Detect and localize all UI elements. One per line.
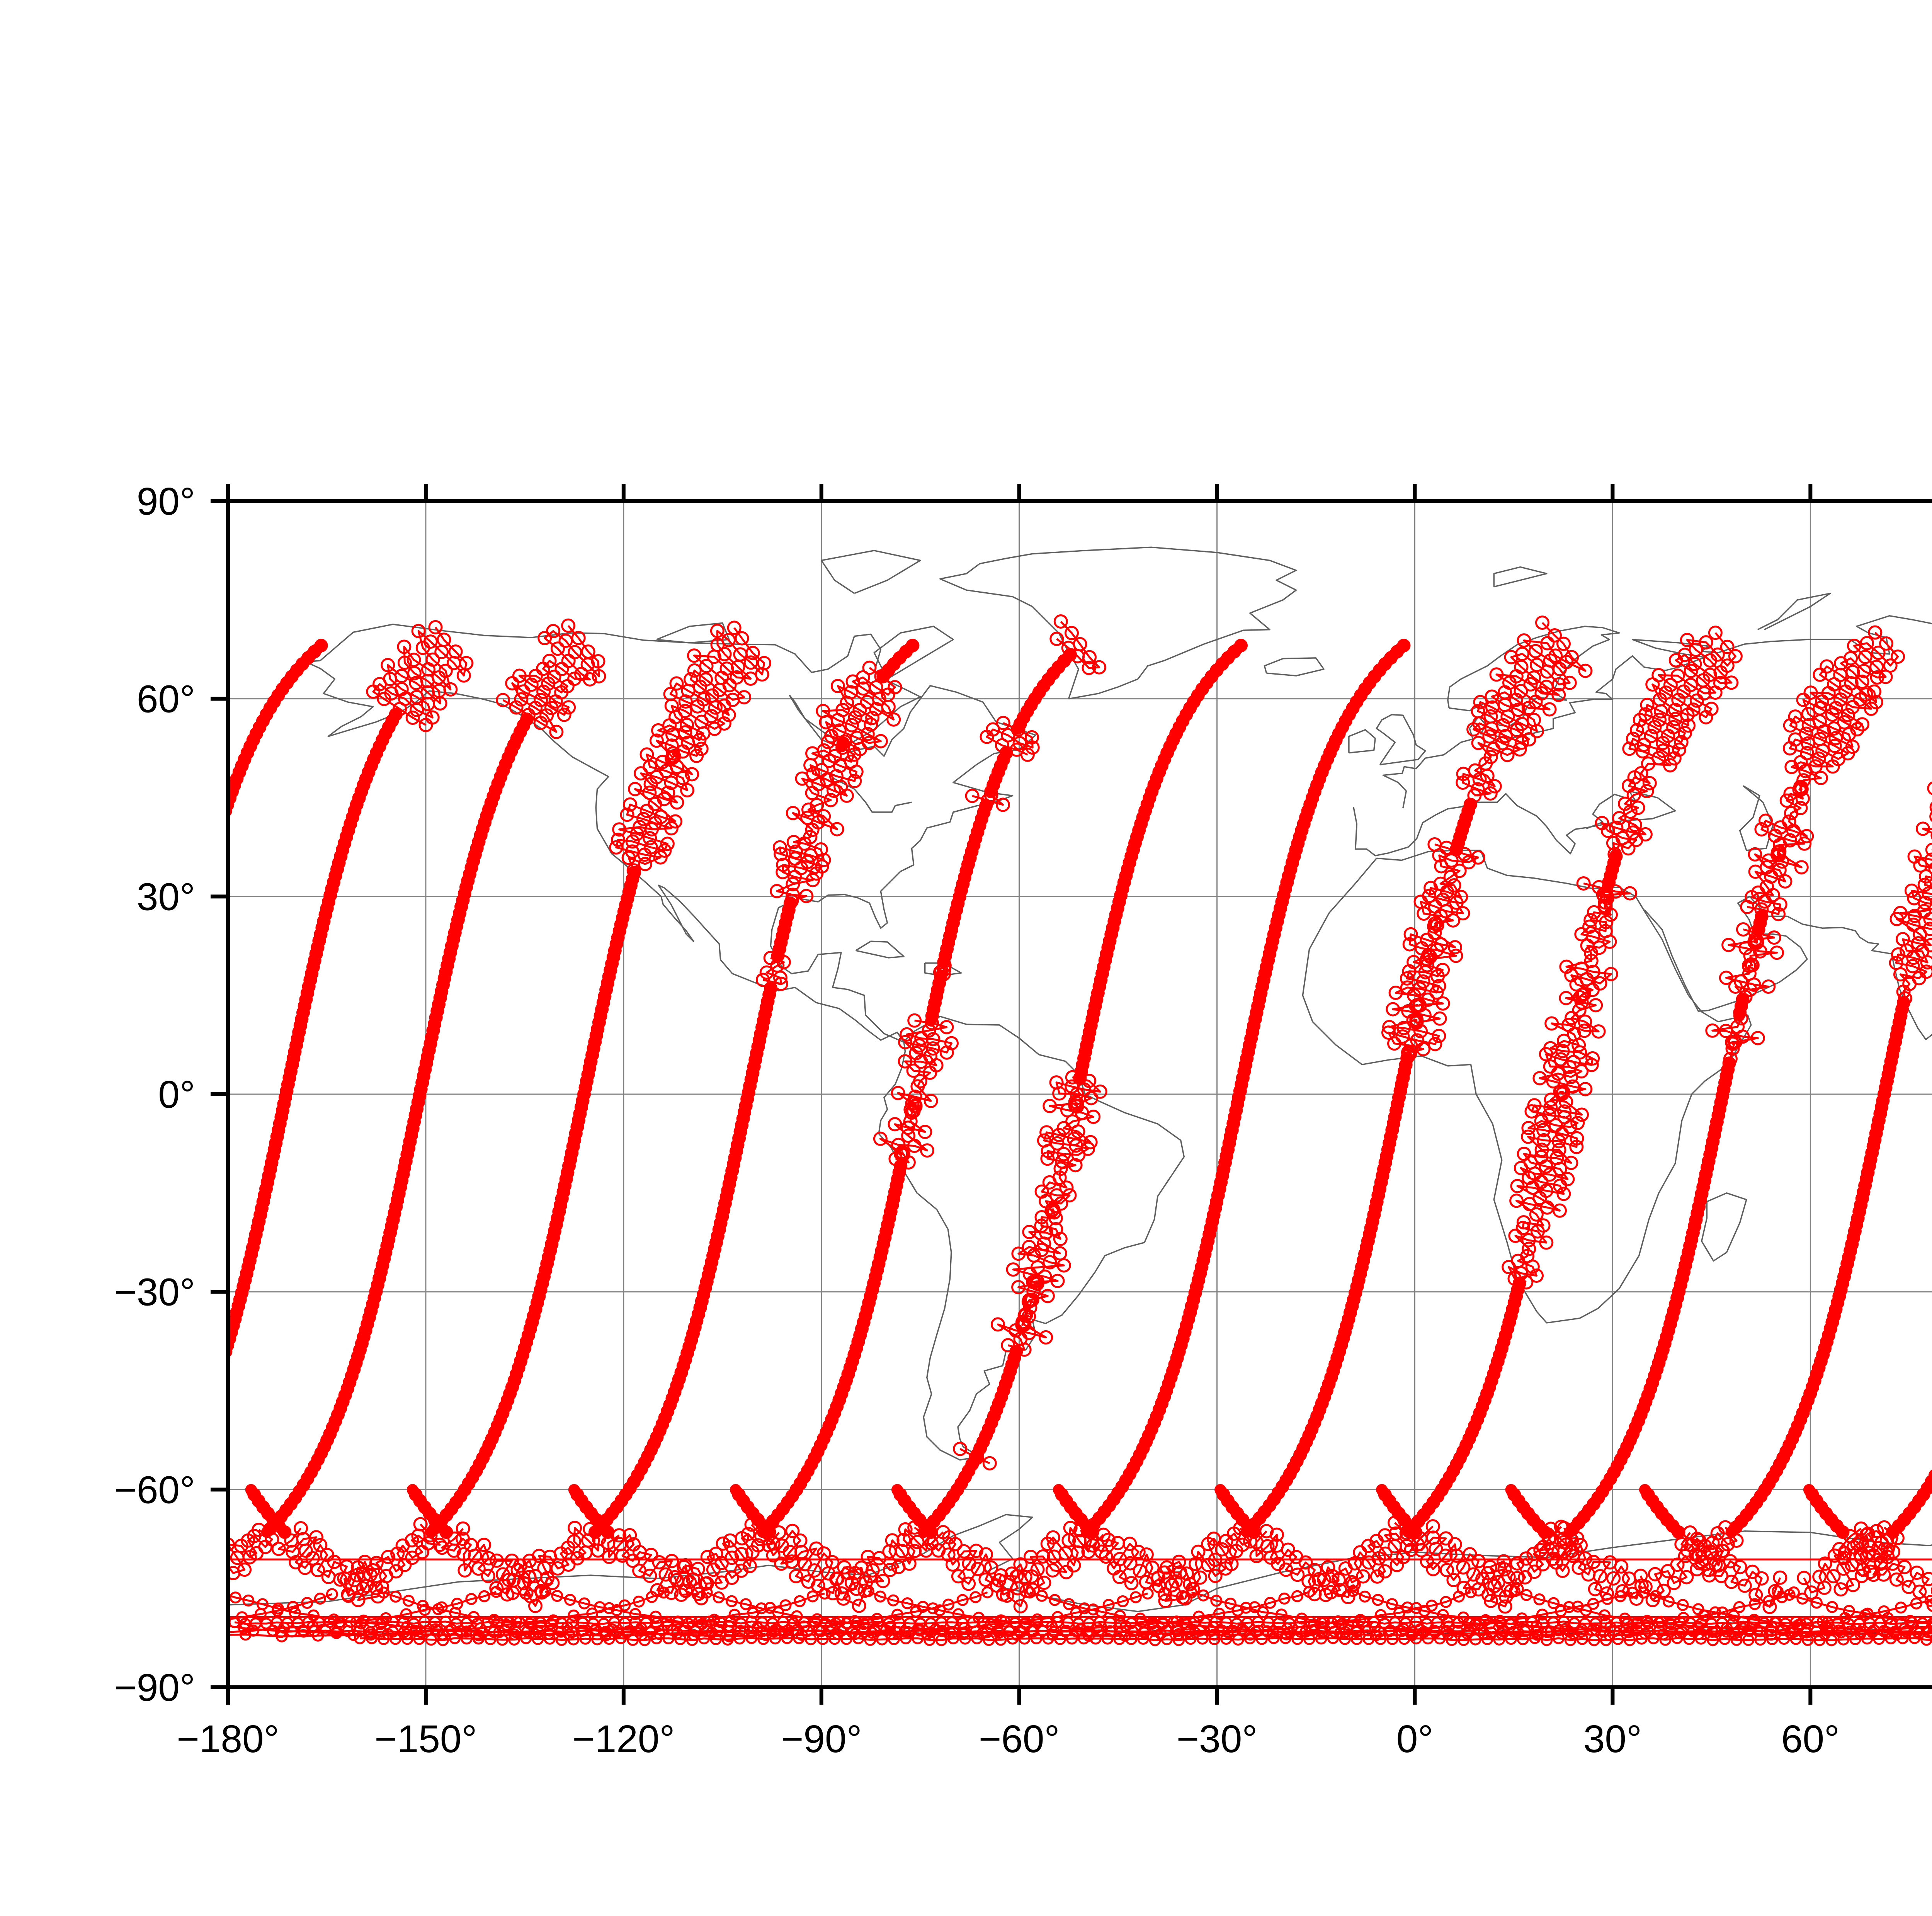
x-tick-label: −30°	[1177, 1717, 1258, 1761]
coast-victoria	[656, 622, 730, 644]
coast-madagascar	[1701, 1192, 1747, 1262]
axis-labels: −180°−150°−120°−90°−60°−30°0°30°60°90°12…	[114, 480, 1840, 1761]
sounding-circles	[228, 614, 1932, 1646]
x-tick-label: 30°	[1583, 1717, 1642, 1761]
coast-svalbard	[1493, 566, 1548, 588]
coast-africa	[1302, 850, 1752, 1324]
y-tick-label: −60°	[114, 1468, 195, 1511]
coastlines	[228, 546, 1932, 1612]
coast-greenland	[939, 546, 1297, 700]
coast-asias	[1643, 896, 1932, 1040]
coast-ire	[1348, 729, 1376, 754]
y-tick-label: 0°	[158, 1073, 195, 1116]
y-tick-label: 90°	[137, 480, 195, 523]
coast-uk	[1376, 714, 1426, 765]
x-tick-label: −90°	[781, 1717, 862, 1761]
coast-ellesmere	[821, 550, 921, 594]
coast-iceland	[1264, 657, 1325, 677]
axis-ticks	[211, 484, 1813, 1705]
coast-antarctica	[228, 1514, 1932, 1612]
x-tick-label: −60°	[979, 1717, 1060, 1761]
coast-cuba	[855, 940, 905, 959]
y-tick-label: −30°	[114, 1271, 195, 1314]
coast-caspian	[1739, 785, 1774, 851]
sounding-tracks	[228, 614, 1932, 1646]
x-tick-label: 0°	[1396, 1717, 1434, 1761]
y-tick-label: 30°	[137, 875, 195, 918]
x-tick-label: −150°	[374, 1717, 477, 1761]
y-tick-label: 60°	[137, 678, 195, 721]
coast-sa	[878, 1015, 1185, 1461]
coast-baffin	[873, 626, 954, 680]
x-tick-label: −180°	[177, 1717, 279, 1761]
x-tick-label: −120°	[572, 1717, 675, 1761]
coast-lakes	[832, 777, 912, 813]
y-tick-label: −90°	[114, 1666, 195, 1709]
x-tick-label: 60°	[1781, 1717, 1840, 1761]
coast-novaya	[1757, 593, 1831, 631]
